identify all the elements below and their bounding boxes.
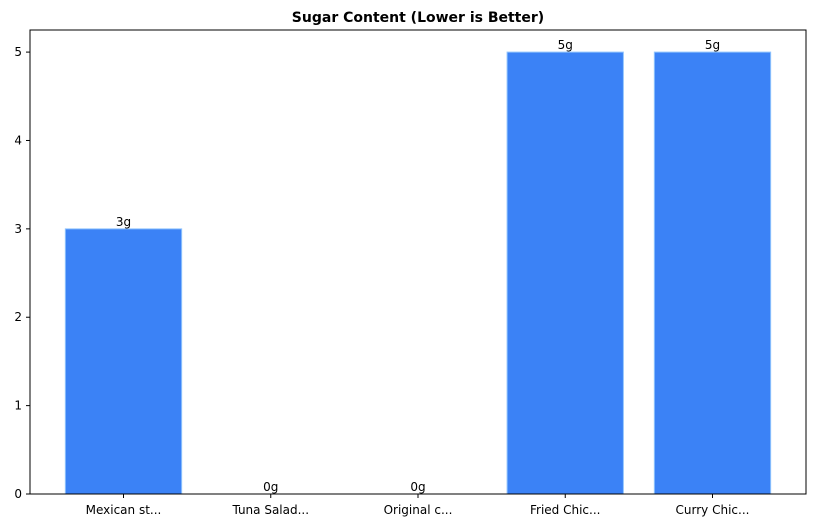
y-tick-label: 0 (14, 487, 22, 501)
bar (64, 228, 183, 495)
x-tick-label: Original c... (384, 503, 453, 517)
y-tick-label: 5 (14, 45, 22, 59)
chart-title: Sugar Content (Lower is Better) (292, 10, 544, 26)
value-label: 3g (116, 215, 131, 229)
value-label: 5g (558, 38, 573, 52)
x-tick-label: Fried Chic... (530, 503, 600, 517)
y-tick-label: 4 (14, 133, 22, 147)
value-label: 0g (410, 480, 425, 494)
value-label: 0g (263, 480, 278, 494)
bar (506, 51, 624, 495)
x-tick-label: Curry Chic... (676, 503, 750, 517)
plot-frame (29, 29, 807, 495)
y-tick-label: 1 (14, 399, 22, 413)
bar (653, 51, 772, 495)
x-tick-label: Tuna Salad... (231, 503, 309, 517)
y-tick-label: 2 (14, 310, 22, 324)
y-tick-label: 3 (14, 222, 22, 236)
x-tick-label: Mexican st... (86, 503, 162, 517)
value-label: 5g (705, 38, 720, 52)
